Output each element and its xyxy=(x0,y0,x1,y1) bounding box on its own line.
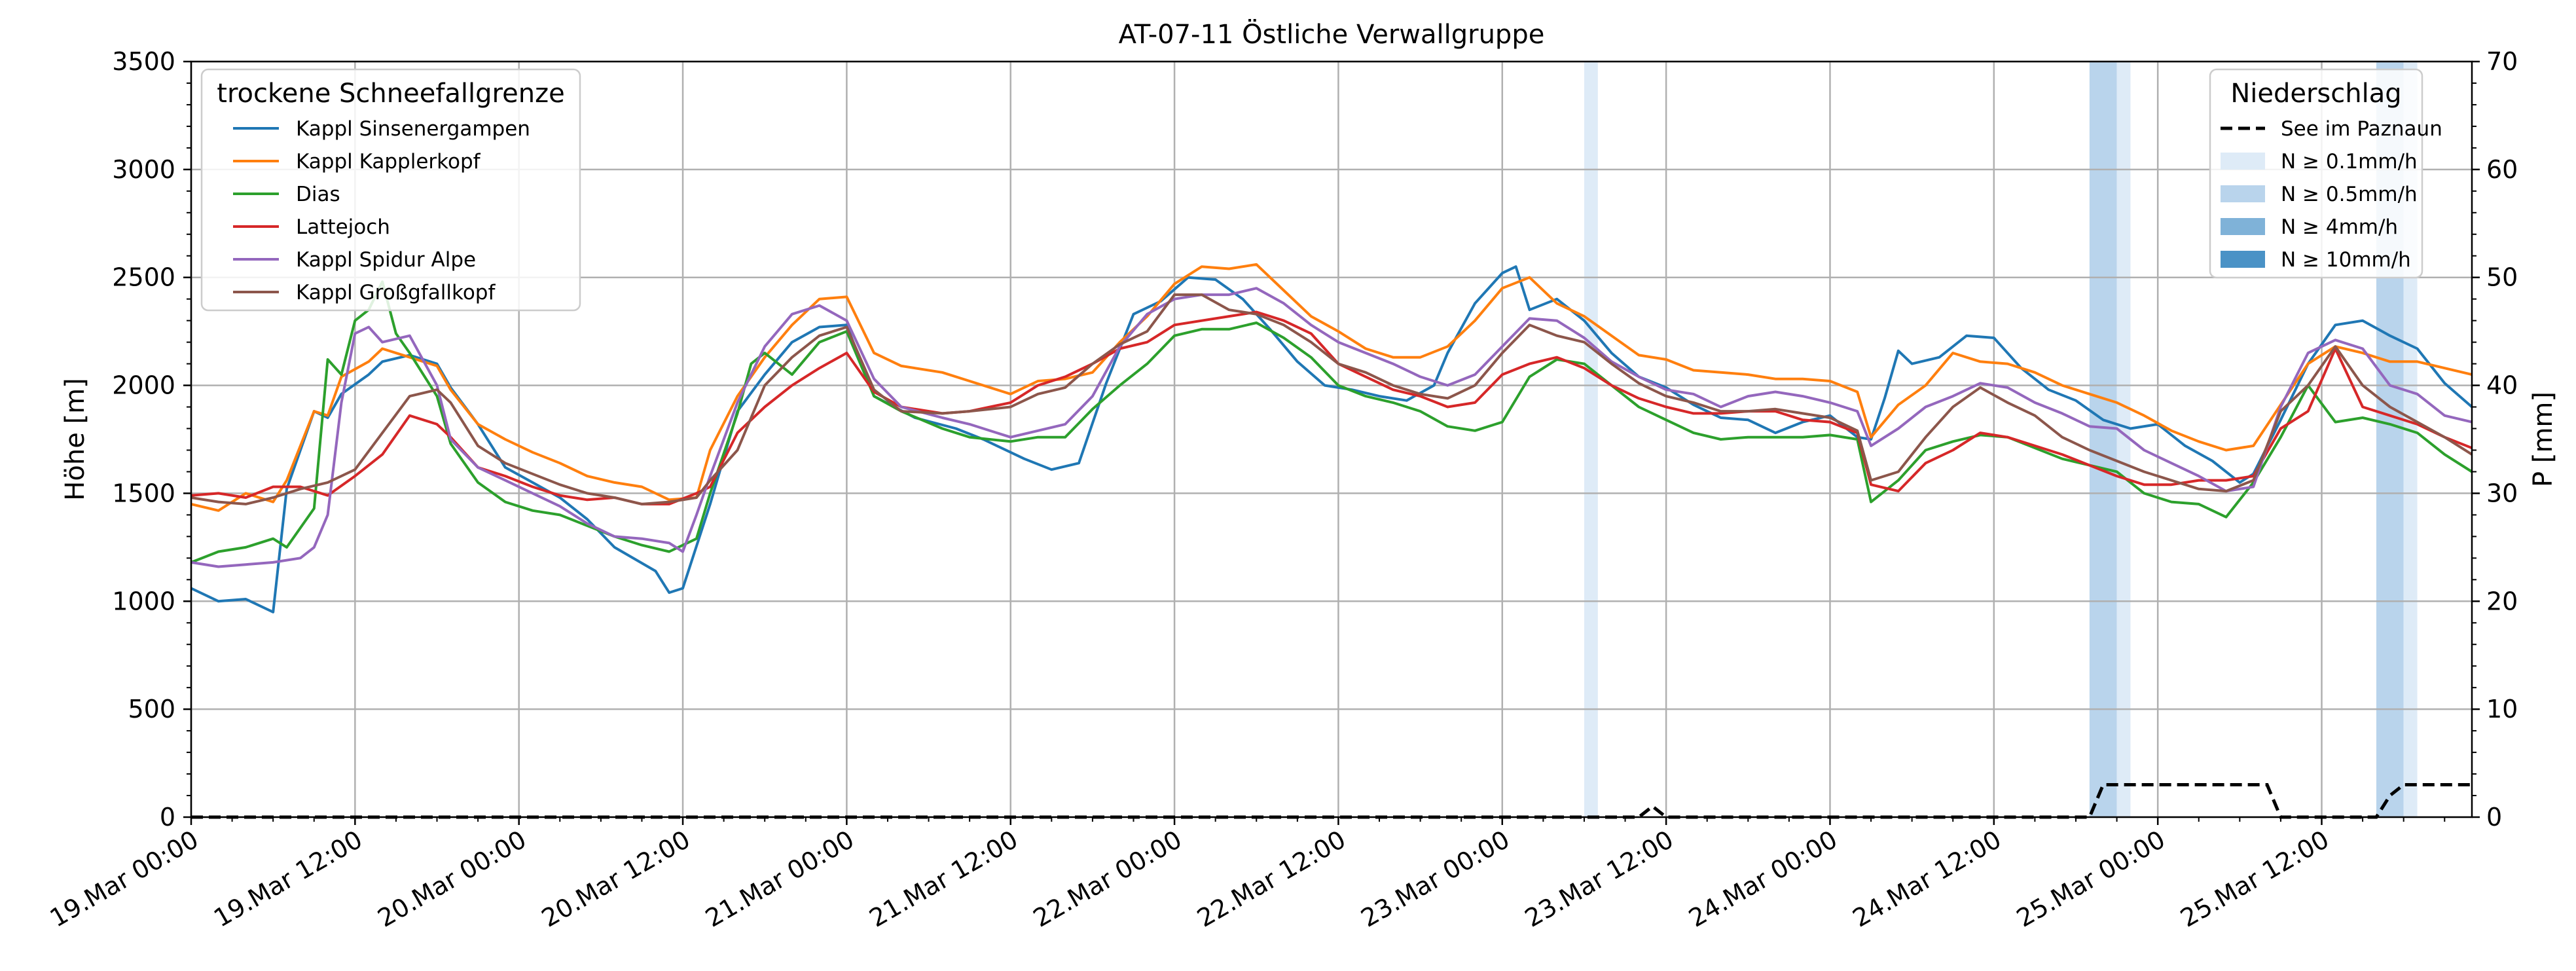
plot-frame xyxy=(190,60,2473,818)
precip-line xyxy=(191,783,2472,819)
legend-snowline: trockene Schneefallgrenze Kappl Sinsener… xyxy=(200,68,581,312)
legend-precip: Niederschlag See im Paznaun N ≥ 0.1mm/h N … xyxy=(2209,68,2442,279)
precip-line-path xyxy=(191,783,2472,819)
x-tick-label: 24.Mar 00:00 xyxy=(1684,825,1842,933)
y-axis-left: 0 500 1000 1500 2000 2500 3000 3500 xyxy=(112,47,191,832)
legend-label: See im Paznaun xyxy=(2281,117,2442,141)
y2-tick-label: 30 xyxy=(2486,479,2518,507)
legend-label: N ≥ 0.5mm/h xyxy=(2281,183,2418,206)
series-line xyxy=(190,280,2473,564)
legend-label: Dias xyxy=(296,183,340,206)
x-tick-label: 24.Mar 12:00 xyxy=(1848,825,2006,933)
legend-patch xyxy=(2221,153,2265,170)
y-axis-right: 0 10 20 30 40 50 60 70 xyxy=(2472,47,2518,832)
legend-snowline-title: trockene Schneefallgrenze xyxy=(217,79,564,109)
legend-label: Kappl Kapplerkopf xyxy=(296,150,481,174)
x-tick-label: 19.Mar 12:00 xyxy=(209,825,367,933)
legend-patch xyxy=(2221,218,2265,235)
legend-patch xyxy=(2221,251,2265,268)
series-lines xyxy=(190,263,2473,614)
x-tick-label: 20.Mar 12:00 xyxy=(537,825,695,933)
legend-patch xyxy=(2221,185,2265,202)
x-tick-label: 25.Mar 12:00 xyxy=(2175,825,2334,933)
y-tick-label: 500 xyxy=(128,695,175,724)
chart-title: AT-07-11 Östliche Verwallgruppe xyxy=(1119,18,1545,50)
x-tick-label: 25.Mar 00:00 xyxy=(2012,825,2170,933)
legend-label: Kappl Spidur Alpe xyxy=(296,248,476,272)
legend-label: Kappl Sinsenergampen xyxy=(296,117,530,141)
precip-band xyxy=(2089,62,2117,817)
series-line xyxy=(190,293,2473,505)
legend-precip-title: Niederschlag xyxy=(2230,79,2401,109)
y-tick-label: 0 xyxy=(160,803,175,832)
x-tick-label: 22.Mar 12:00 xyxy=(1192,825,1351,933)
y2-tick-label: 10 xyxy=(2486,695,2518,724)
y2-tick-label: 0 xyxy=(2486,803,2502,832)
y-tick-label: 1500 xyxy=(112,479,175,507)
series-line xyxy=(190,263,2473,512)
legend-label: N ≥ 4mm/h xyxy=(2281,215,2398,239)
x-tick-label: 19.Mar 00:00 xyxy=(45,825,204,933)
y2-tick-label: 20 xyxy=(2486,587,2518,615)
x-tick-label: 21.Mar 12:00 xyxy=(865,825,1023,933)
precip-band xyxy=(2116,62,2131,817)
series-line xyxy=(190,265,2473,614)
legend-label: Kappl Großgfallkopf xyxy=(296,281,496,304)
y2-tick-label: 40 xyxy=(2486,371,2518,400)
y2-tick-label: 50 xyxy=(2486,263,2518,292)
x-tick-label: 22.Mar 00:00 xyxy=(1028,825,1187,933)
y2-axis-label: P [mm] xyxy=(2528,392,2558,487)
x-tick-label: 23.Mar 12:00 xyxy=(1520,825,1678,933)
x-axis: 19.Mar 00:00 19.Mar 12:00 20.Mar 00:00 20.M… xyxy=(45,817,2446,933)
precip-band xyxy=(1584,62,1598,817)
y-tick-label: 1000 xyxy=(112,587,175,615)
legend-label: Lattejoch xyxy=(296,215,390,239)
series-line xyxy=(190,287,2473,568)
y-tick-label: 3000 xyxy=(112,155,175,184)
legend-label: N ≥ 10mm/h xyxy=(2281,248,2411,272)
y-tick-label: 3500 xyxy=(112,47,175,76)
y-tick-label: 2500 xyxy=(112,263,175,292)
x-tick-label: 20.Mar 00:00 xyxy=(372,825,531,933)
y-tick-label: 2000 xyxy=(112,371,175,400)
x-tick-label: 21.Mar 00:00 xyxy=(700,825,859,933)
y2-tick-label: 70 xyxy=(2486,47,2518,76)
y-axis-label: Höhe [m] xyxy=(60,378,90,500)
y2-tick-label: 60 xyxy=(2486,155,2518,184)
legend-label: N ≥ 0.1mm/h xyxy=(2281,150,2418,174)
x-tick-label: 23.Mar 00:00 xyxy=(1356,825,1515,933)
